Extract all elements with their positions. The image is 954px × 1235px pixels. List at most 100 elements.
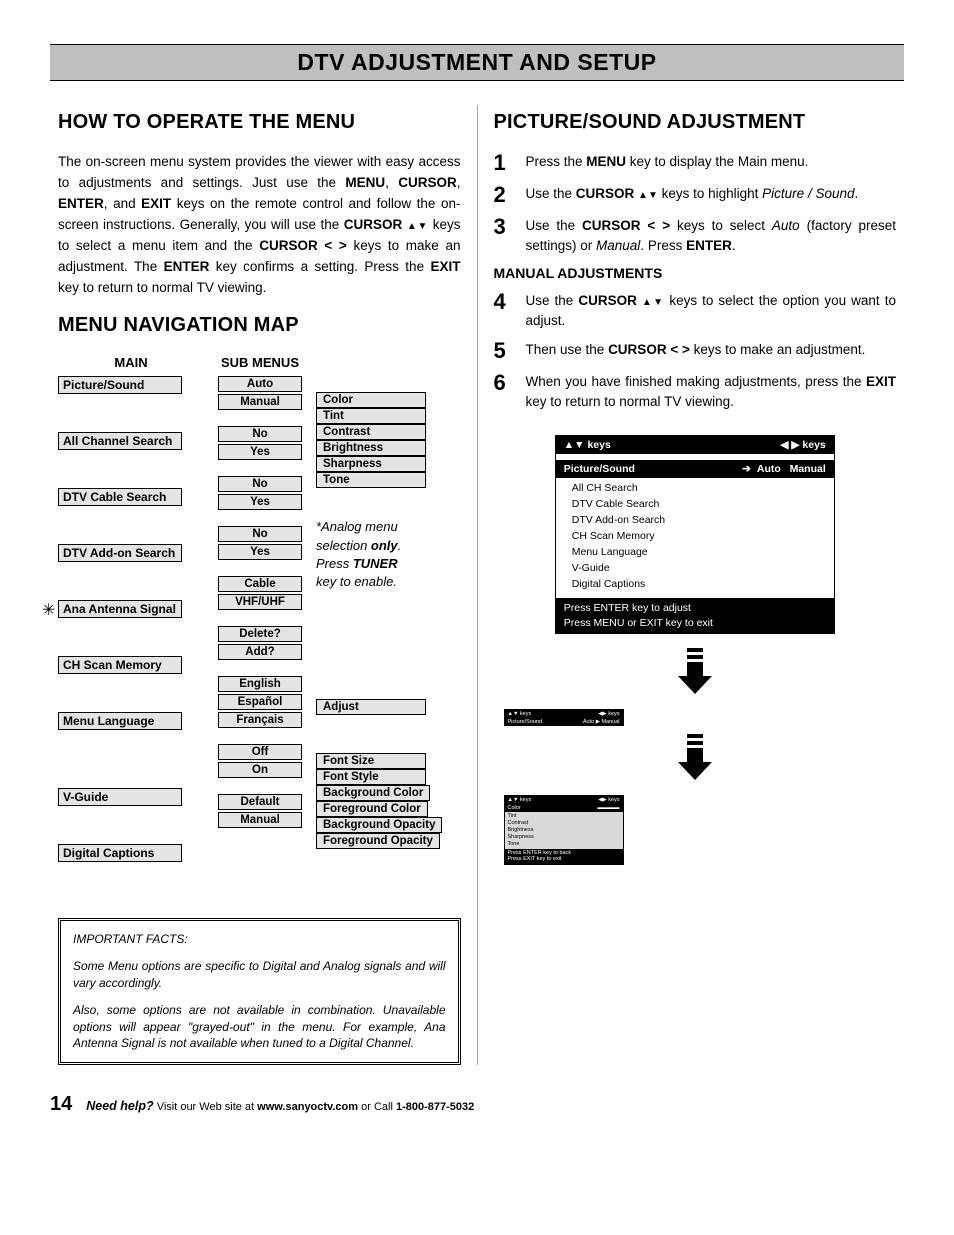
need-help-label: Need help? xyxy=(86,1099,153,1113)
osd-item: All CH Search xyxy=(556,480,834,496)
steps-list-2: 4 Use the CURSOR keys to select the opti… xyxy=(494,291,897,411)
triangle-up-icon xyxy=(638,186,648,201)
nav-sub-item: Auto xyxy=(218,376,302,392)
nav-sub-item: VHF/UHF xyxy=(218,594,302,610)
nav-sub2-item: Adjust xyxy=(316,699,426,715)
nav-sub2-item: Background Color xyxy=(316,785,430,801)
steps-list: 1 Press the MENU key to display the Main… xyxy=(494,152,897,255)
nav-sub-item: Yes xyxy=(218,494,302,510)
nav-sub2-item: Font Style xyxy=(316,769,426,785)
step-text: When you have finished making adjustment… xyxy=(526,372,897,411)
footer-url: www.sanyoctv.com xyxy=(257,1101,358,1113)
nav-sub-item: Default xyxy=(218,794,302,810)
nav-sub-item: Yes xyxy=(218,544,302,560)
step-number: 4 xyxy=(494,291,516,330)
nav-sub-item: Delete? xyxy=(218,626,302,642)
nav-sub-item: Manual xyxy=(218,394,302,410)
nav-sub2-item: Background Opacity xyxy=(316,817,442,833)
triangle-down-icon xyxy=(648,186,658,201)
nav-main-item: Digital Captions xyxy=(58,844,182,862)
nav-sub-item: Off xyxy=(218,744,302,760)
triangle-up-icon xyxy=(407,217,418,232)
nav-main-item: Picture/Sound xyxy=(58,376,182,394)
key-enter: ENTER xyxy=(164,259,210,274)
key-exit: EXIT xyxy=(141,196,171,211)
nav-sub2-item: Tone xyxy=(316,472,426,488)
step-text: Press the MENU key to display the Main m… xyxy=(526,152,809,174)
osd-selected-opts: ➔Auto Manual xyxy=(736,463,826,475)
operate-paragraph: The on-screen menu system provides the v… xyxy=(58,152,461,298)
osd-head-right: ◀ ▶ keys xyxy=(780,439,825,451)
step-number: 1 xyxy=(494,152,516,174)
osd-item: Digital Captions xyxy=(556,576,834,592)
osd-mini-1: ▲▼ keys◀▶ keys Picture/SoundAuto ▶ Manua… xyxy=(504,709,624,727)
nav-sub2-item: Color xyxy=(316,392,426,408)
osd-item: Menu Language xyxy=(556,544,834,560)
triangle-down-icon xyxy=(653,293,664,308)
nav-sub-item: No xyxy=(218,526,302,542)
step-text: Then use the CURSOR < > keys to make an … xyxy=(526,340,866,362)
step-number: 2 xyxy=(494,184,516,206)
osd-item: V-Guide xyxy=(556,560,834,576)
facts-p2: Also, some options are not available in … xyxy=(73,1002,446,1052)
nav-sub-item: On xyxy=(218,762,302,778)
osd-head-left: ▲▼ keys xyxy=(564,439,611,451)
osd-item: DTV Cable Search xyxy=(556,496,834,512)
arrow-right-icon: ➔ xyxy=(742,463,751,475)
page-number: 14 xyxy=(50,1093,72,1116)
nav-note-analog: *Analog menu selection only. Press TUNER… xyxy=(316,518,461,591)
key-menu: MENU xyxy=(345,175,385,190)
heading-operate: HOW TO OPERATE THE MENU xyxy=(58,111,461,134)
nav-sub2-item: Brightness xyxy=(316,440,426,456)
nav-sub2-item: Sharpness xyxy=(316,456,426,472)
nav-sub-item: Manual xyxy=(218,812,302,828)
step-number: 3 xyxy=(494,216,516,255)
nav-main-item: V-Guide xyxy=(58,788,182,806)
nav-main-item: DTV Cable Search xyxy=(58,488,182,506)
subhead-manual: MANUAL ADJUSTMENTS xyxy=(494,265,897,281)
osd-selected-label: Picture/Sound xyxy=(564,463,635,475)
nav-main-item: DTV Add-on Search xyxy=(58,544,182,562)
step-text: Use the CURSOR keys to highlight Picture… xyxy=(526,184,859,206)
nav-sub-item: No xyxy=(218,426,302,442)
key-exit: EXIT xyxy=(430,259,460,274)
footer-phone: 1-800-877-5032 xyxy=(396,1101,474,1113)
step-number: 6 xyxy=(494,372,516,411)
important-facts-box: IMPORTANT FACTS: Some Menu options are s… xyxy=(58,918,461,1065)
col-head-main: MAIN xyxy=(58,355,204,370)
osd-foot-1: Press ENTER key to adjust xyxy=(564,601,826,615)
triangle-down-icon xyxy=(418,217,429,232)
down-arrow-icon xyxy=(494,734,897,785)
triangle-up-icon xyxy=(642,293,653,308)
osd-item: DTV Add-on Search xyxy=(556,512,834,528)
nav-sub-item: Español xyxy=(218,694,302,710)
osd-foot-2: Press MENU or EXIT key to exit xyxy=(564,616,826,630)
step-text: Use the CURSOR keys to select the option… xyxy=(526,291,897,330)
col-head-sub: SUB MENUS xyxy=(218,355,302,370)
osd-item: CH Scan Memory xyxy=(556,528,834,544)
key-cursor: CURSOR xyxy=(398,175,457,190)
nav-sub2-item: Contrast xyxy=(316,424,426,440)
page-footer: 14 Need help? Visit our Web site at www.… xyxy=(50,1093,904,1116)
nav-sub2-item: Foreground Color xyxy=(316,801,428,817)
key-enter: ENTER xyxy=(58,196,104,211)
key-cursor-lr: CURSOR < > xyxy=(259,238,347,253)
facts-title: IMPORTANT FACTS: xyxy=(73,931,446,948)
down-arrow-icon xyxy=(494,648,897,699)
nav-main-item: Menu Language xyxy=(58,712,182,730)
nav-sub-item: Add? xyxy=(218,644,302,660)
nav-sub-item: Français xyxy=(218,712,302,728)
nav-sub2-item: Tint xyxy=(316,408,426,424)
banner-title: DTV ADJUSTMENT AND SETUP xyxy=(50,44,904,81)
nav-main-item: CH Scan Memory xyxy=(58,656,182,674)
nav-sub2-item: Font Size xyxy=(316,753,426,769)
asterisk-icon: ✳ xyxy=(42,600,55,620)
step-text: Use the CURSOR < > keys to select Auto (… xyxy=(526,216,897,255)
osd-mockup: ▲▼ keys ◀ ▶ keys Picture/Sound ➔Auto Man… xyxy=(555,435,835,633)
step-number: 5 xyxy=(494,340,516,362)
osd-mini-2: ▲▼ keys◀▶ keys Color▬▬▬▬ Tint Contrast B… xyxy=(504,795,624,865)
nav-sub-item: English xyxy=(218,676,302,692)
nav-sub-item: Cable xyxy=(218,576,302,592)
nav-sub2-item: Foreground Opacity xyxy=(316,833,440,849)
nav-sub-item: No xyxy=(218,476,302,492)
